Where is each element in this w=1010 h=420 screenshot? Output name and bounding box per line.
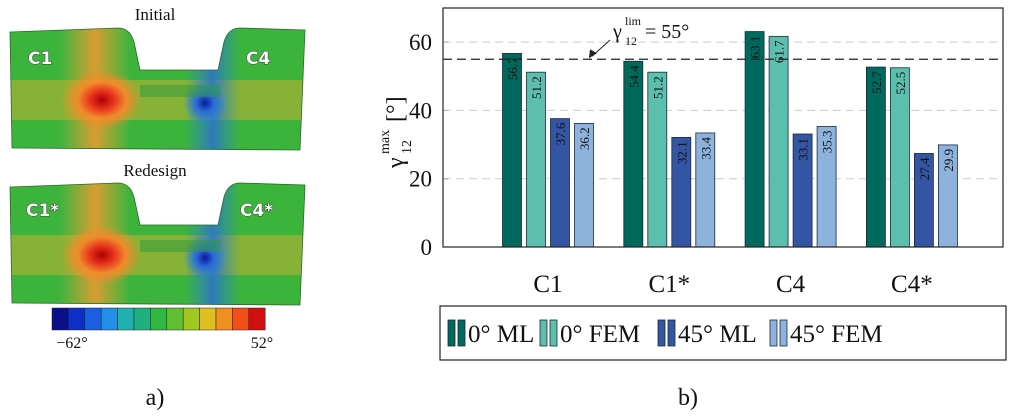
y-tick-label: 0	[421, 235, 433, 260]
x-tick-label: C1*	[648, 271, 690, 298]
ref-sup: lim	[625, 14, 642, 28]
colorbar-cell	[167, 308, 183, 330]
value-label: 51.2	[650, 76, 665, 99]
legend-swatch	[458, 320, 465, 346]
colorbar-label: 52°	[251, 335, 273, 352]
y-label-symbol: γ	[383, 157, 409, 169]
colorbar	[52, 308, 265, 330]
bar-chart: 0 20 40 60 γ max 12 [°] C1 56.7 51.2 37.6 36.2 C1* 54.…	[378, 8, 1006, 360]
legend-swatch	[780, 320, 787, 346]
value-label: 52.5	[893, 72, 908, 95]
value-label: 29.9	[941, 149, 956, 172]
y-tick-label: 20	[409, 167, 432, 192]
bar	[769, 36, 788, 247]
value-label: 37.6	[553, 122, 568, 145]
legend-label: 0° FEM	[560, 321, 640, 348]
value-label: 56.7	[505, 57, 520, 80]
colorbar-cell	[183, 308, 199, 330]
ref-sub: 12	[625, 34, 637, 48]
colorbar-cell	[216, 308, 232, 330]
y-tick-label: 40	[409, 98, 432, 123]
colorbar-cell	[134, 308, 150, 330]
ref-text: = 55°	[645, 21, 689, 43]
ref-symbol: γ	[612, 21, 622, 43]
y-label-unit: [°]	[383, 96, 409, 122]
colorbar-cell	[200, 308, 216, 330]
legend-swatch	[540, 320, 547, 346]
legend-label: 45° ML	[678, 321, 757, 348]
panel-label: a)	[146, 385, 165, 411]
colorbar-cell	[232, 308, 248, 330]
x-tick-label: C4	[776, 271, 806, 298]
figure: Initial C1 C4 Redesign C1* C4* −62° 52° …	[0, 0, 1010, 415]
value-label: 33.4	[698, 136, 713, 159]
panel-title: Initial	[135, 5, 176, 24]
legend-label: 0° ML	[468, 321, 534, 348]
value-label: 27.4	[917, 157, 932, 180]
corner-label: C4*	[240, 201, 273, 221]
legend-swatch	[550, 320, 557, 346]
value-label: 63.1	[748, 36, 763, 59]
legend-label: 45° FEM	[790, 321, 883, 348]
legend-swatch	[658, 320, 665, 346]
corner-label: C4	[246, 49, 270, 69]
colorbar-cell	[118, 308, 134, 330]
y-label-sup: max	[378, 130, 393, 154]
colorbar-label: −62°	[56, 335, 87, 352]
value-label: 32.1	[674, 141, 689, 164]
bar	[503, 53, 522, 247]
panel-label: b)	[678, 385, 698, 411]
colorbar-cell	[150, 308, 166, 330]
value-label: 54.4	[626, 65, 641, 88]
value-label: 33.1	[796, 138, 811, 161]
legend-swatch	[448, 320, 455, 346]
panel-title: Redesign	[123, 161, 187, 180]
contour-bottom	[0, 175, 310, 315]
contour-top	[0, 20, 310, 160]
corner-label: C1	[28, 49, 52, 69]
colorbar-cell	[249, 308, 265, 330]
bar	[745, 32, 764, 247]
colorbar-cell	[68, 308, 84, 330]
colorbar-cell	[101, 308, 117, 330]
legend-swatch	[770, 320, 777, 346]
x-tick-label: C1	[533, 271, 562, 298]
value-label: 52.7	[869, 71, 884, 94]
y-label-sub: 12	[400, 140, 415, 154]
arrow-head	[589, 49, 597, 58]
value-label: 51.2	[529, 76, 544, 99]
value-label: 35.3	[820, 130, 835, 153]
panel-a: Initial C1 C4 Redesign C1* C4* −62° 52° …	[0, 5, 310, 411]
colorbar-cell	[52, 308, 68, 330]
y-tick-label: 60	[409, 30, 432, 55]
colorbar-cell	[85, 308, 101, 330]
bar	[624, 61, 643, 247]
legend-swatch	[668, 320, 675, 346]
value-label: 36.2	[577, 127, 592, 150]
corner-label: C1*	[26, 201, 59, 221]
x-tick-label: C4*	[891, 271, 933, 298]
